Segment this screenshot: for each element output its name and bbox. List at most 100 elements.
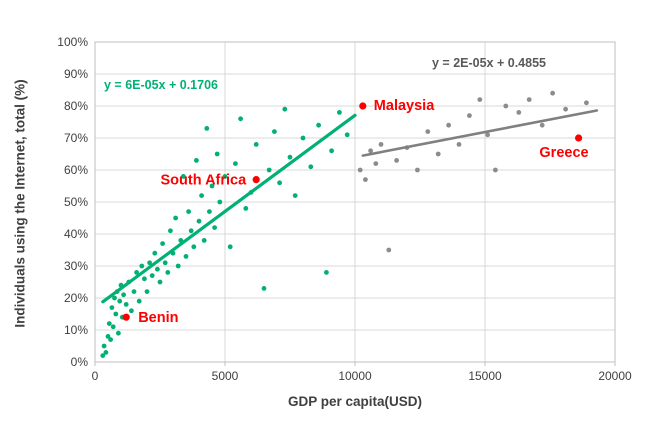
scatter-point-lower-gdp-countries	[160, 241, 166, 247]
x-tick-label: 10000	[338, 369, 372, 383]
scatter-point-lower-gdp-countries	[144, 289, 150, 294]
scatter-point-higher-gdp-countries	[493, 167, 498, 173]
x-tick-label: 5000	[212, 369, 239, 383]
scatter-point-lower-gdp-countries	[116, 330, 121, 336]
y-tick-label: 60%	[64, 163, 88, 177]
highlighted-point-greece	[575, 134, 583, 142]
y-axis-title: Individuals using the Internet, total (%…	[12, 79, 28, 328]
scatter-point-higher-gdp-countries	[378, 142, 384, 147]
country-label-benin: Benin	[138, 310, 178, 326]
scatter-point-higher-gdp-countries	[485, 132, 490, 138]
scatter-point-lower-gdp-countries	[105, 334, 111, 339]
scatter-point-lower-gdp-countries	[168, 228, 173, 234]
scatter-point-lower-gdp-countries	[155, 266, 160, 272]
scatter-point-lower-gdp-countries	[227, 244, 233, 250]
scatter-point-lower-gdp-countries	[282, 106, 288, 112]
highlighted-point-south-africa	[252, 176, 260, 184]
y-tick-label: 10%	[64, 323, 88, 337]
y-tick-label: 0%	[71, 355, 89, 369]
trendline-equation-gray: y = 2E-05x + 0.4855	[432, 56, 546, 70]
scatter-point-lower-gdp-countries	[162, 260, 168, 266]
scatter-point-lower-gdp-countries	[183, 254, 189, 259]
scatter-point-higher-gdp-countries	[386, 247, 392, 253]
scatter-point-lower-gdp-countries	[149, 273, 155, 278]
scatter-point-higher-gdp-countries	[503, 103, 509, 109]
scatter-point-lower-gdp-countries	[110, 324, 116, 330]
scatter-point-lower-gdp-countries	[337, 110, 342, 115]
scatter-point-lower-gdp-countries	[194, 158, 199, 163]
scatter-point-lower-gdp-countries	[238, 116, 244, 122]
scatter-point-lower-gdp-countries	[196, 218, 202, 224]
scatter-point-higher-gdp-countries	[550, 90, 555, 96]
scatter-point-lower-gdp-countries	[121, 292, 126, 298]
scatter-point-higher-gdp-countries	[435, 151, 441, 157]
scatter-point-higher-gdp-countries	[477, 97, 483, 102]
country-label-south-africa: South Africa	[161, 173, 248, 189]
scatter-point-lower-gdp-countries	[277, 180, 282, 186]
scatter-point-lower-gdp-countries	[123, 302, 129, 307]
scatter-point-lower-gdp-countries	[300, 135, 306, 141]
scatter-point-lower-gdp-countries	[106, 321, 112, 326]
scatter-point-lower-gdp-countries	[191, 244, 197, 250]
scatter-point-lower-gdp-countries	[136, 298, 142, 304]
scatter-point-lower-gdp-countries	[157, 279, 163, 285]
green-trendline	[101, 113, 357, 304]
scatter-point-lower-gdp-countries	[261, 286, 267, 291]
scatter-point-higher-gdp-countries	[394, 158, 399, 163]
scatter-point-higher-gdp-countries	[415, 167, 420, 173]
gray-trendline	[361, 109, 599, 157]
scatter-point-higher-gdp-countries	[425, 129, 431, 135]
scatter-point-lower-gdp-countries	[199, 193, 205, 199]
scatter-point-lower-gdp-countries	[181, 174, 186, 179]
scatter-point-higher-gdp-countries	[539, 122, 545, 128]
scatter-point-lower-gdp-countries	[324, 270, 329, 275]
scatter-point-lower-gdp-countries	[173, 215, 179, 221]
scatter-point-lower-gdp-countries	[308, 164, 314, 170]
scatter-point-lower-gdp-countries	[233, 161, 238, 167]
scatter-point-lower-gdp-countries	[139, 263, 145, 269]
y-tick-label: 40%	[64, 227, 88, 241]
scatter-point-lower-gdp-countries	[222, 174, 228, 179]
scatter-point-lower-gdp-countries	[329, 148, 334, 154]
scatter-point-lower-gdp-countries	[129, 308, 134, 314]
scatter-point-higher-gdp-countries	[467, 113, 472, 118]
scatter-point-lower-gdp-countries	[147, 260, 153, 266]
scatter-point-lower-gdp-countries	[214, 151, 220, 157]
scatter-point-lower-gdp-countries	[201, 238, 207, 243]
scatter-point-lower-gdp-countries	[113, 311, 119, 317]
scatter-point-lower-gdp-countries	[134, 270, 140, 275]
scatter-point-higher-gdp-countries	[584, 100, 589, 106]
scatter-point-lower-gdp-countries	[292, 193, 298, 199]
scatter-point-lower-gdp-countries	[100, 353, 106, 358]
scatter-point-lower-gdp-countries	[316, 122, 321, 128]
scatter-point-lower-gdp-countries	[188, 228, 194, 234]
scatter-point-higher-gdp-countries	[368, 148, 373, 154]
y-tick-label: 20%	[64, 291, 88, 305]
scatter-point-lower-gdp-countries	[152, 250, 158, 256]
scatter-point-lower-gdp-countries	[266, 167, 272, 173]
scatter-point-lower-gdp-countries	[142, 276, 147, 282]
scatter-point-higher-gdp-countries	[456, 142, 462, 147]
scatter-point-lower-gdp-countries	[112, 295, 117, 301]
scatter-point-lower-gdp-countries	[165, 270, 171, 275]
scatter-point-lower-gdp-countries	[207, 209, 212, 215]
highlighted-point-malaysia	[359, 102, 367, 110]
scatter-point-higher-gdp-countries	[526, 97, 532, 102]
scatter-point-lower-gdp-countries	[109, 305, 115, 310]
scatter-point-lower-gdp-countries	[272, 129, 277, 135]
scatter-point-higher-gdp-countries	[516, 110, 522, 115]
scatter-point-lower-gdp-countries	[217, 199, 223, 205]
y-tick-label: 90%	[64, 67, 88, 81]
scatter-point-higher-gdp-countries	[446, 122, 451, 128]
x-axis-title: GDP per capita(USD)	[287, 394, 423, 409]
y-tick-label: 70%	[64, 131, 88, 145]
y-tick-label: 30%	[64, 259, 88, 273]
scatter-point-higher-gdp-countries	[373, 161, 379, 167]
scatter-point-lower-gdp-countries	[287, 154, 293, 160]
scatter-point-higher-gdp-countries	[357, 167, 363, 173]
y-tick-label: 80%	[64, 99, 88, 113]
scatter-point-higher-gdp-countries	[363, 177, 368, 183]
scatter-point-lower-gdp-countries	[175, 263, 181, 269]
scatter-point-lower-gdp-countries	[204, 125, 210, 131]
